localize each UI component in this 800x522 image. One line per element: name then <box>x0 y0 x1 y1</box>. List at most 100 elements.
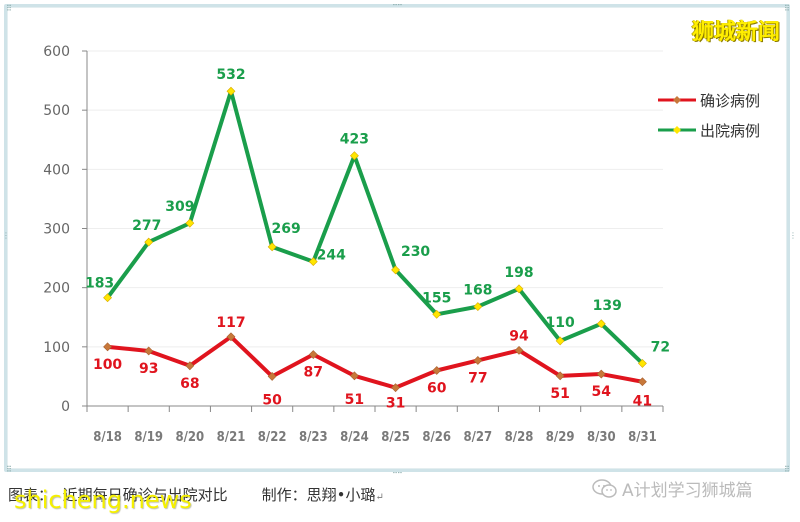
resize-handle-bottom-left[interactable]: ⠿ <box>6 465 12 474</box>
data-label: 244 <box>317 248 346 264</box>
series-line-0 <box>107 334 643 390</box>
legend-label: 出院病例 <box>700 122 760 140</box>
resize-handle-right[interactable]: ⋮ <box>789 231 797 240</box>
data-label: 68 <box>180 376 199 392</box>
site-watermark: shicheng.news <box>14 486 192 514</box>
data-label: 269 <box>272 221 301 237</box>
y-axis-ticks: 0 100 200 300 400 500 600 <box>43 44 70 415</box>
series-line-1 <box>105 89 644 365</box>
x-tick-label: 8/21 <box>217 430 246 445</box>
x-tick-label: 8/31 <box>628 430 657 445</box>
author-label: 制作： <box>261 486 307 504</box>
data-label: 87 <box>304 365 323 381</box>
y-tick-label: 300 <box>43 222 70 238</box>
resize-handle-top[interactable]: ⠒⠒ <box>392 1 403 10</box>
y-tick-label: 200 <box>43 281 70 297</box>
gridlines <box>87 50 663 348</box>
data-label: 54 <box>592 384 612 400</box>
data-point-marker <box>473 356 483 365</box>
wechat-account-name: A计划学习狮城篇 <box>622 481 753 501</box>
x-tick-label: 8/18 <box>93 430 122 445</box>
data-point-marker <box>432 309 442 319</box>
y-tick-label: 600 <box>43 44 70 60</box>
wechat-account: A计划学习狮城篇 <box>592 476 753 501</box>
data-point-marker <box>514 345 524 355</box>
data-point-marker <box>308 350 318 359</box>
figure-label: 图表： <box>8 486 54 504</box>
data-label: 60 <box>427 381 447 397</box>
figure-title: 近期每日确诊与出院对比 <box>62 486 228 504</box>
data-label: 198 <box>504 265 533 281</box>
y-tick-label: 0 <box>61 399 70 415</box>
x-axis-ticks: 8/18 8/19 8/20 8/21 8/22 8/23 8/24 8/25 8/26 8/27… <box>93 430 657 445</box>
data-label: 51 <box>345 392 364 408</box>
data-label: 72 <box>651 339 670 355</box>
data-label: 110 <box>546 315 575 331</box>
resize-handle-top-right[interactable]: ⠿ <box>784 4 790 13</box>
resize-handle-bottom[interactable]: ⠒⠒ <box>392 469 403 478</box>
resize-handle-left[interactable]: ⋮ <box>2 231 10 240</box>
x-tick-label: 8/20 <box>176 430 205 445</box>
resize-handle-bottom-right[interactable]: ⠿ <box>784 465 790 474</box>
data-point-marker <box>596 319 606 329</box>
data-point-marker <box>391 265 400 275</box>
legend-label: 确诊病例 <box>700 92 760 110</box>
axes <box>82 50 664 412</box>
data-point-marker <box>555 336 565 346</box>
x-tick-label: 8/22 <box>258 430 287 445</box>
resize-handle-top-left[interactable]: ⠿ <box>6 4 12 13</box>
data-point-marker <box>596 369 606 379</box>
return-mark: ↵ <box>375 492 384 503</box>
x-tick-label: 8/29 <box>546 430 575 445</box>
brand-title: 狮城新闻 <box>691 20 780 45</box>
data-point-marker <box>308 257 318 267</box>
data-label: 423 <box>340 132 369 148</box>
data-point-marker <box>350 151 359 161</box>
data-label: 183 <box>85 276 114 292</box>
data-point-marker <box>638 358 647 368</box>
x-tick-label: 8/25 <box>381 430 410 445</box>
data-point-marker <box>350 371 359 381</box>
data-label: 155 <box>422 290 451 306</box>
data-label: 139 <box>593 298 622 314</box>
data-point-marker <box>185 361 195 371</box>
data-point-marker <box>555 371 565 381</box>
data-point-marker <box>226 332 236 342</box>
x-tick-label: 8/27 <box>464 430 493 445</box>
data-label: 51 <box>550 386 569 402</box>
y-tick-label: 400 <box>43 162 70 178</box>
chart-frame <box>4 4 790 472</box>
figure-caption: 图表： 近期每日确诊与出院对比 制作：思翔•小璐↵ <box>8 484 384 505</box>
data-label: 309 <box>165 199 194 215</box>
x-tick-label: 8/24 <box>340 430 369 445</box>
data-point-marker <box>638 377 647 387</box>
data-label: 50 <box>262 392 282 408</box>
x-tick-label: 8/30 <box>587 430 616 445</box>
data-point-marker <box>432 366 442 375</box>
data-label: 277 <box>132 218 161 234</box>
data-point-marker <box>144 237 154 247</box>
x-tick-label: 8/23 <box>299 430 328 445</box>
wechat-icon <box>592 478 617 498</box>
data-label: 77 <box>468 370 487 386</box>
data-label: 93 <box>139 361 158 377</box>
data-label: 41 <box>633 394 652 410</box>
y-tick-label: 100 <box>43 340 70 356</box>
data-point-marker <box>226 86 236 96</box>
data-point-marker <box>185 218 195 228</box>
x-tick-label: 8/26 <box>422 430 451 445</box>
data-point-marker <box>144 346 154 356</box>
x-tick-label: 8/19 <box>134 430 163 445</box>
author-name: 思翔•小璐 <box>306 486 376 504</box>
data-point-marker <box>103 293 112 303</box>
data-label: 168 <box>463 283 492 299</box>
data-label: 94 <box>509 328 529 344</box>
data-point-marker <box>473 302 483 312</box>
data-label: 117 <box>216 315 245 331</box>
series-lines <box>103 86 647 393</box>
data-label: 532 <box>216 67 245 83</box>
x-tick-label: 8/28 <box>505 430 534 445</box>
